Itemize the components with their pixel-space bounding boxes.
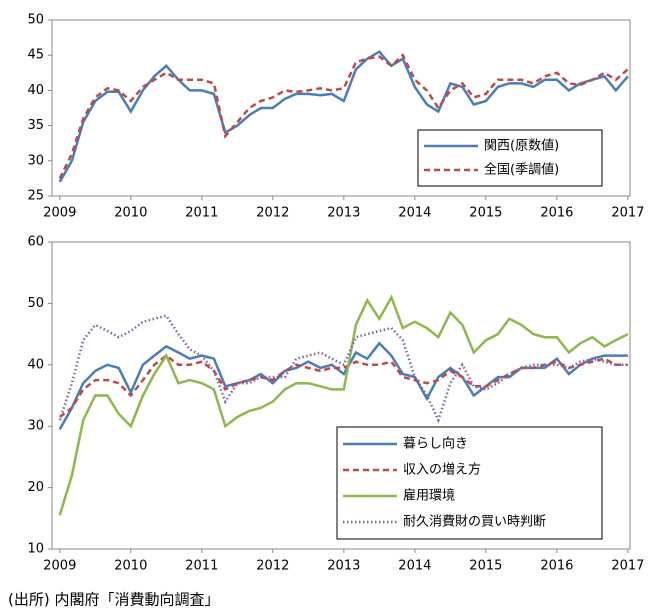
y-tick-label: 30: [27, 419, 44, 434]
y-tick-label: 30: [27, 153, 44, 168]
legend-label: 関西(原数値): [484, 138, 559, 154]
legend-label: 耐久消費財の買い時判断: [403, 515, 546, 530]
y-tick-label: 50: [27, 296, 44, 311]
y-tick-label: 40: [27, 83, 44, 98]
x-tick-label: 2009: [43, 206, 76, 221]
x-tick-label: 2013: [327, 559, 360, 574]
legend-label: 暮らし向き: [403, 436, 468, 452]
legend-box: [336, 426, 603, 540]
legend-box: [417, 129, 603, 187]
x-tick-label: 2011: [185, 559, 218, 574]
y-tick-label: 35: [27, 118, 44, 133]
y-tick-label: 40: [27, 357, 44, 372]
series-line: [59, 354, 628, 418]
x-tick-label: 2015: [469, 559, 502, 574]
legend-label: 全国(季調値): [484, 162, 559, 178]
plot-frame: [51, 241, 631, 550]
y-tick-label: 10: [27, 542, 44, 557]
legend-label: 収入の増え方: [403, 462, 481, 478]
x-tick-label: 2012: [256, 206, 289, 221]
series-line: [58, 53, 629, 179]
x-tick-label: 2010: [114, 559, 147, 574]
x-tick-label: 2016: [540, 559, 573, 574]
source-note: (出所) 内閣府「消費動向調査」: [8, 591, 219, 609]
x-tick-label: 2013: [327, 206, 360, 221]
x-tick-label: 2011: [185, 206, 218, 221]
x-tick-label: 2014: [398, 206, 431, 221]
y-tick-label: 20: [27, 480, 44, 495]
x-tick-label: 2012: [256, 559, 289, 574]
series-line: [58, 294, 629, 516]
series-line: [58, 50, 629, 183]
x-tick-label: 2017: [611, 206, 644, 221]
y-tick-label: 50: [27, 13, 44, 28]
x-tick-label: 2017: [611, 559, 644, 574]
x-tick-label: 2009: [43, 559, 76, 574]
x-tick-label: 2010: [114, 206, 147, 221]
legend-label: 雇用環境: [403, 488, 455, 504]
plot-frame: [51, 19, 631, 197]
x-tick-label: 2014: [398, 559, 431, 574]
y-tick-label: 60: [27, 235, 44, 250]
series-line: [58, 314, 628, 424]
y-tick-label: 45: [27, 48, 44, 63]
x-tick-label: 2015: [469, 206, 502, 221]
x-tick-label: 2016: [540, 206, 573, 221]
y-tick-label: 25: [27, 189, 44, 204]
